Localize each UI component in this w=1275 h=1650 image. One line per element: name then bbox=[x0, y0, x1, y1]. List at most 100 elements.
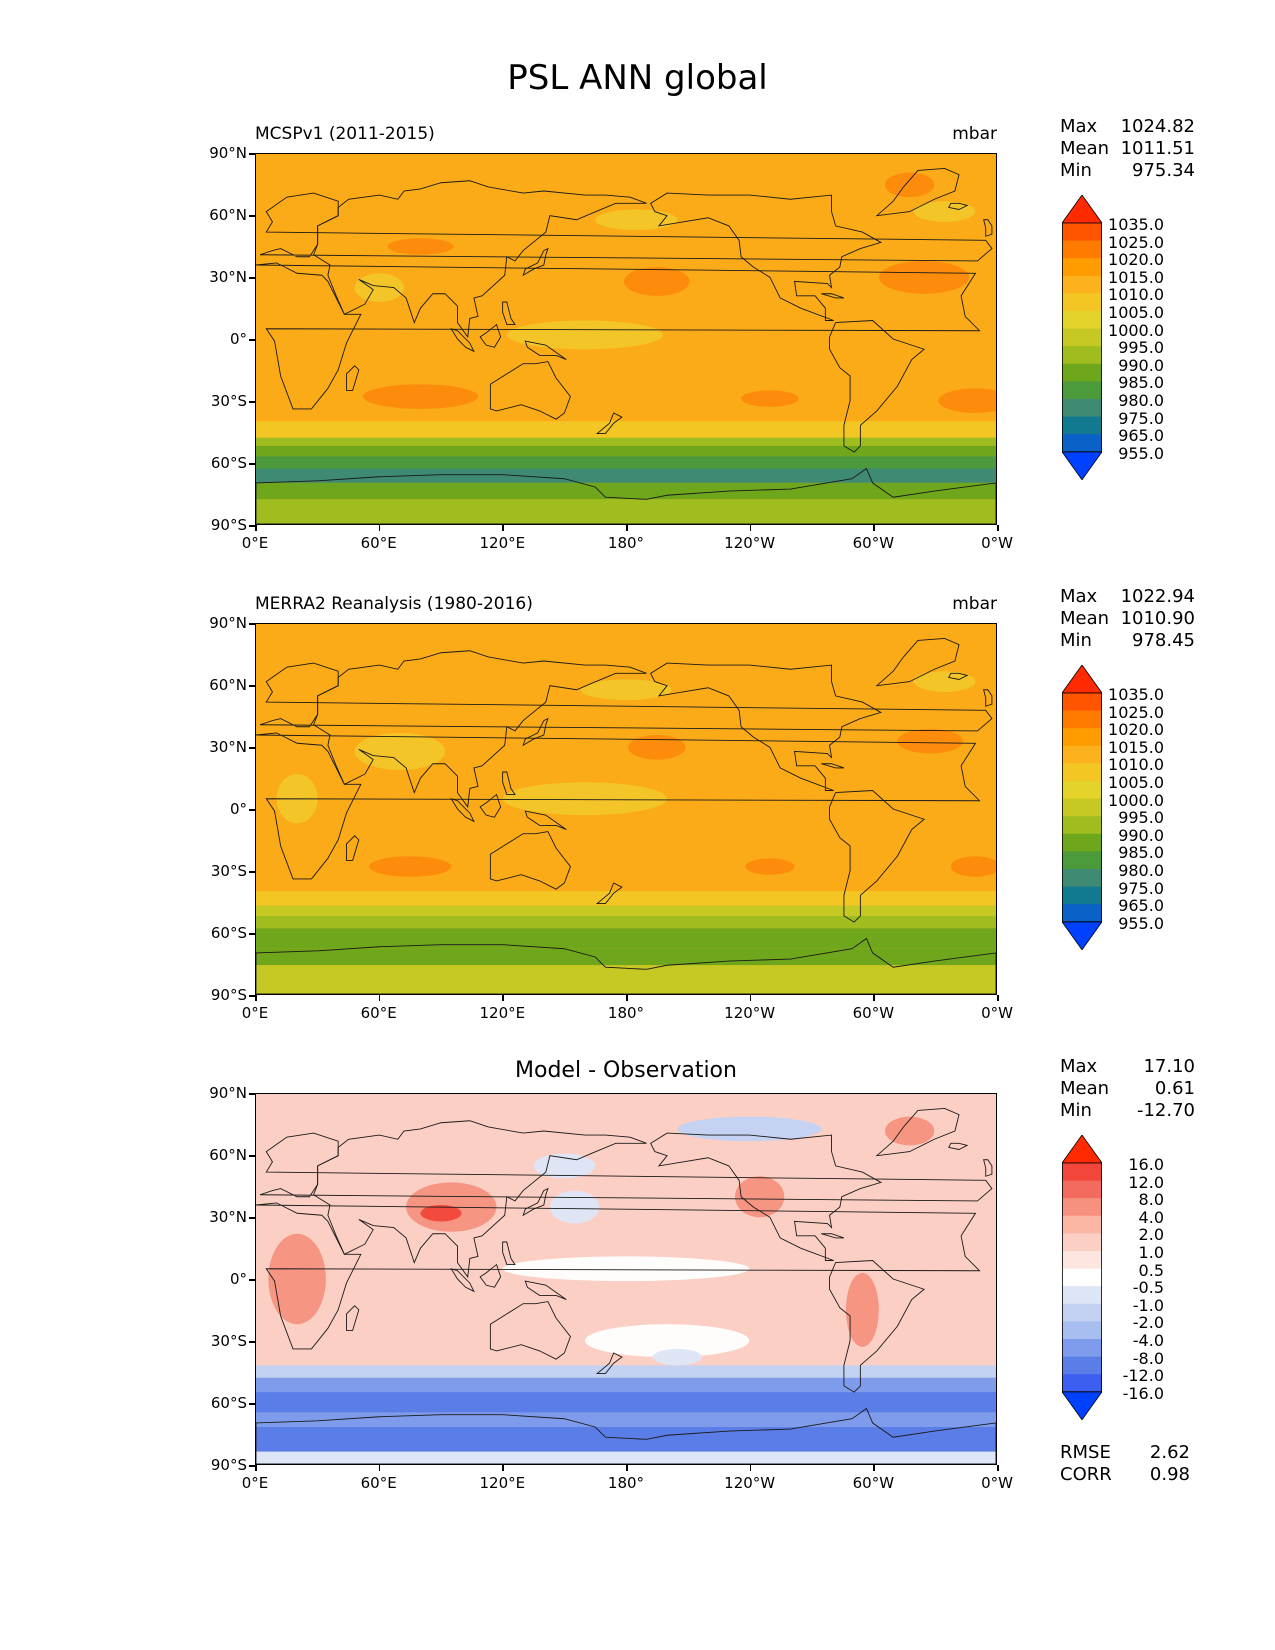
lat-tick-label: 90°N bbox=[209, 614, 247, 632]
panel-units: mbar bbox=[952, 124, 997, 144]
lat-tick-mark bbox=[249, 1403, 255, 1405]
lon-tick-label: 120°W bbox=[724, 1004, 776, 1022]
coastline-south-america bbox=[829, 320, 925, 453]
colorbar-level-label: 1020.0 bbox=[1108, 250, 1164, 270]
southern-band bbox=[256, 1427, 996, 1452]
lat-tick-mark bbox=[249, 995, 255, 997]
colorbar-level-label: 1.0 bbox=[1138, 1243, 1164, 1262]
lat-tick-label: 60°S bbox=[210, 924, 247, 942]
subtropical-high-south-pacific bbox=[741, 390, 799, 407]
colorbar-band bbox=[1062, 310, 1102, 330]
colorbar-level-label: 1010.0 bbox=[1108, 755, 1164, 775]
map-canvas-diff bbox=[256, 1094, 996, 1464]
colorbar-level-label: 1005.0 bbox=[1108, 773, 1164, 792]
coastline-asia bbox=[312, 650, 647, 809]
subtropical-high-south-indian bbox=[362, 384, 478, 409]
lat-tick-mark bbox=[249, 809, 255, 811]
colorbar-frame bbox=[1062, 222, 1102, 453]
stat-min: Min -12.70 bbox=[1060, 1100, 1195, 1122]
lon-tick-mark bbox=[626, 525, 628, 531]
metric-rmse-value: 2.62 bbox=[1149, 1441, 1190, 1463]
southern-band bbox=[256, 445, 996, 457]
colorbar-band bbox=[1062, 710, 1102, 729]
lat-tick-label: 30°N bbox=[209, 738, 247, 756]
panel-stats: Max 17.10 Mean 0.61 Min -12.70 bbox=[1060, 1056, 1195, 1122]
lon-tick-mark bbox=[255, 525, 257, 531]
stat-mean-value: 1010.90 bbox=[1120, 608, 1195, 629]
map-model bbox=[255, 153, 997, 525]
subtropical-high-north-atlantic bbox=[897, 728, 964, 754]
lat-tick-label: 30°S bbox=[210, 392, 247, 410]
stat-max: Max 1022.94 bbox=[1060, 586, 1195, 608]
colorbar-band bbox=[1062, 1338, 1102, 1358]
lon-tick-mark bbox=[873, 1465, 875, 1471]
colorbar-level-label: 1005.0 bbox=[1108, 303, 1164, 322]
coastline-borneo bbox=[479, 1263, 502, 1288]
lon-tick-label: 60°W bbox=[852, 1474, 895, 1492]
subtropical-high-north-pacific bbox=[628, 735, 686, 760]
lon-tick-label: 120°E bbox=[479, 1004, 526, 1022]
south-pacific-negative bbox=[652, 1348, 703, 1366]
subtropical-high-north-pacific bbox=[623, 267, 690, 296]
colorbar-level-label: 965.0 bbox=[1118, 426, 1164, 446]
metric-rmse-label: RMSE bbox=[1060, 1441, 1111, 1463]
coastline-south-america bbox=[829, 790, 925, 923]
southern-band bbox=[256, 437, 996, 446]
colorbar-level-label: -1.0 bbox=[1132, 1295, 1164, 1315]
coastline-north-america bbox=[650, 192, 883, 321]
lon-tick-mark bbox=[749, 1465, 752, 1471]
colorbar-band bbox=[1062, 816, 1102, 835]
south-america-positive bbox=[845, 1272, 879, 1347]
colorbar-band bbox=[1062, 1374, 1102, 1393]
stat-min-label: Min bbox=[1060, 1100, 1092, 1121]
colorbar-band bbox=[1062, 434, 1102, 453]
colorbar-band bbox=[1062, 1303, 1102, 1322]
stat-min-label: Min bbox=[1060, 630, 1092, 651]
coastline-new-guinea bbox=[524, 340, 567, 361]
coastline-new-guinea bbox=[524, 810, 567, 831]
lon-tick-mark bbox=[378, 1465, 381, 1471]
stat-max: Max 17.10 bbox=[1060, 1056, 1195, 1078]
coastline-new-zealand bbox=[595, 412, 623, 435]
colorbar-band bbox=[1062, 240, 1102, 259]
lat-tick-mark bbox=[249, 933, 255, 935]
southern-band bbox=[256, 928, 996, 949]
lon-tick-label: 0°E bbox=[241, 1474, 269, 1492]
lon-tick-mark bbox=[873, 995, 875, 1001]
colorbar-level-label: 955.0 bbox=[1118, 443, 1164, 463]
lat-tick-label: 90°S bbox=[210, 986, 247, 1004]
coastline-new-guinea bbox=[524, 1280, 567, 1301]
coastline-madagascar bbox=[346, 835, 360, 861]
lat-tick-label: 90°N bbox=[209, 144, 247, 162]
colorbar-band bbox=[1062, 381, 1102, 400]
stat-mean: Mean 1011.51 bbox=[1060, 138, 1195, 160]
stat-mean-label: Mean bbox=[1060, 138, 1110, 159]
figure-title: PSL ANN global bbox=[507, 58, 768, 98]
colorbar-band bbox=[1062, 780, 1102, 800]
colorbar-level-label: 980.0 bbox=[1118, 391, 1164, 410]
lat-tick-label: 60°S bbox=[210, 1394, 247, 1412]
colorbar-band bbox=[1062, 275, 1102, 294]
asian-low bbox=[354, 273, 404, 302]
lon-tick-label: 180° bbox=[607, 1474, 645, 1492]
southern-band bbox=[256, 1392, 996, 1413]
colorbar-band bbox=[1062, 293, 1102, 312]
lon-tick-mark bbox=[997, 995, 999, 1001]
colorbar-level-label: 1000.0 bbox=[1108, 320, 1164, 340]
metric-corr: CORR 0.98 bbox=[1060, 1464, 1190, 1486]
colorbar-level-label: 965.0 bbox=[1118, 896, 1164, 916]
lat-tick-mark bbox=[249, 215, 255, 217]
southern-band bbox=[256, 499, 996, 524]
colorbar-band bbox=[1062, 1233, 1102, 1252]
panel-stats: Max 1022.94 Mean 1010.90 Min 978.45 bbox=[1060, 586, 1195, 652]
lon-tick-label: 180° bbox=[607, 1004, 645, 1022]
coastline-asia bbox=[312, 180, 647, 339]
lon-tick-label: 120°E bbox=[479, 1474, 526, 1492]
coastline-japan bbox=[522, 247, 549, 277]
lon-tick-mark bbox=[255, 995, 257, 1001]
greenland-high bbox=[885, 172, 935, 198]
coastline-antarctica bbox=[256, 467, 996, 524]
lon-tick-mark bbox=[502, 525, 504, 531]
lon-tick-label: 60°E bbox=[360, 534, 397, 552]
colorbar-level-label: 990.0 bbox=[1118, 825, 1164, 845]
